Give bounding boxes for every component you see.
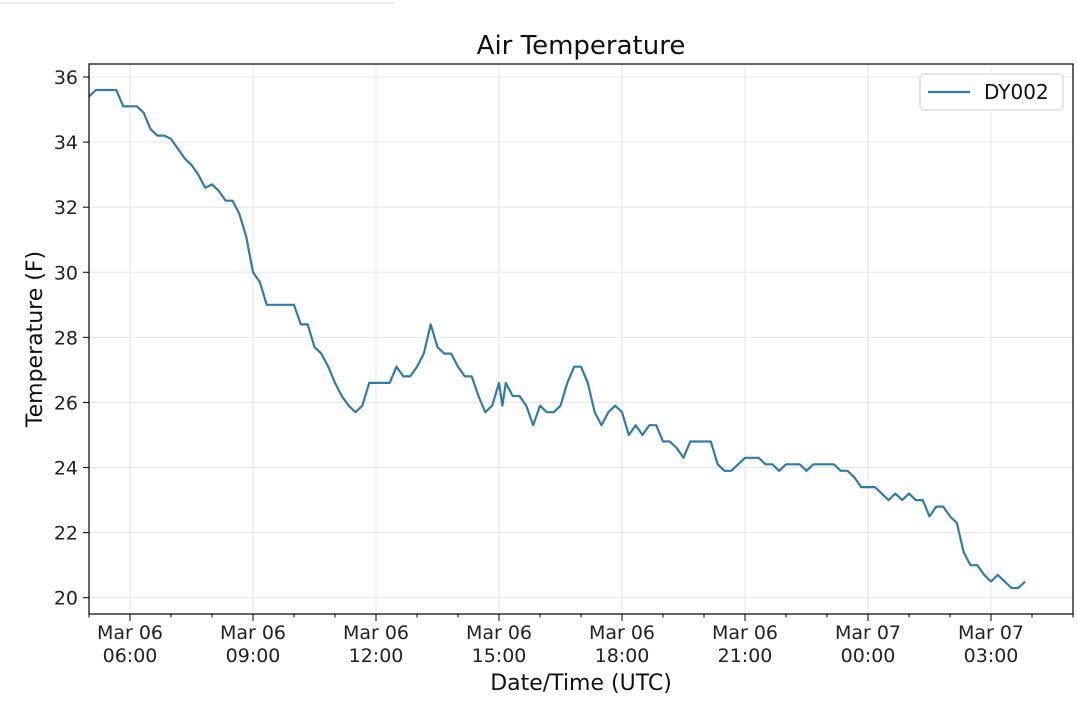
y-tick-label: 22 [54,523,78,545]
x-axis-title: Date/Time (UTC) [490,671,672,696]
y-tick-label: 24 [54,458,78,480]
legend-box [919,73,1064,111]
x-tick-label-time: 09:00 [226,645,281,667]
y-axis-ticks: 20 22 24 26 28 30 32 34 36 [54,67,89,610]
x-tick-label-time: 12:00 [349,645,404,667]
x-tick-label-date: Mar 07 [835,622,901,644]
grid [89,64,1073,614]
y-tick-label: 32 [54,197,78,219]
y-tick-label: 20 [54,588,78,610]
plot-frame [88,63,1074,615]
x-tick-label-date: Mar 06 [220,622,286,644]
series-layer [88,88,1026,590]
x-tick-label-date: Mar 07 [958,622,1024,644]
y-tick-label: 30 [54,262,78,284]
y-axis-title: Temperature (F) [23,251,48,428]
y-tick-label: 36 [54,67,78,89]
x-tick-label-time: 15:00 [472,645,527,667]
x-tick-label-date: Mar 06 [97,622,163,644]
x-tick-label-time: 03:00 [964,645,1019,667]
x-tick-label-time: 18:00 [595,645,650,667]
series-line-dy002 [88,88,1026,590]
x-tick-label-time: 06:00 [103,645,158,667]
x-tick-label-date: Mar 06 [712,622,778,644]
legend-label-dy002: DY002 [984,80,1049,104]
x-tick-label-date: Mar 06 [466,622,532,644]
y-tick-label: 28 [54,327,78,349]
x-tick-label-date: Mar 06 [589,622,655,644]
legend: DY002 [919,73,1064,111]
x-tick-label-date: Mar 06 [343,622,409,644]
y-tick-label: 34 [54,132,78,154]
x-tick-label-time: 21:00 [718,645,773,667]
chart-title: Air Temperature [477,31,686,61]
x-tick-label-time: 00:00 [841,645,896,667]
y-tick-label: 26 [54,392,78,414]
